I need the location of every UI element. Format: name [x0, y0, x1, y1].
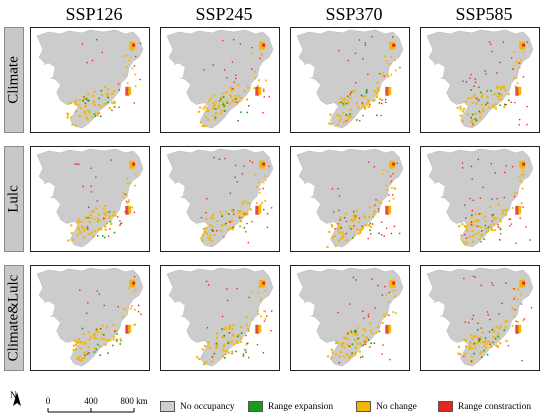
legend-label-range-constraction: Range constraction [458, 401, 532, 412]
map-panel-climate-lulc-ssp126 [30, 265, 150, 371]
map-panel-climate-ssp245 [160, 27, 280, 133]
legend-label-no-change: No change [376, 401, 417, 412]
row-label-lulc-text: Lulc [5, 185, 22, 213]
map-panel-climate-lulc-ssp585 [420, 265, 540, 371]
legend: No occupancy Range expansion No change R… [160, 401, 546, 415]
legend-item-range-constraction: Range constraction [438, 401, 531, 412]
map-panel-climate-lulc-ssp245 [160, 265, 280, 371]
scale-tick-400: 400 [84, 396, 98, 406]
map-panel-lulc-ssp126 [30, 146, 150, 252]
legend-item-no-occupancy: No occupancy [160, 401, 235, 412]
legend-item-no-change: No change [356, 401, 417, 412]
row-label-climate-text: Climate [5, 56, 22, 104]
legend-swatch-range-constraction [438, 401, 453, 412]
map-panel-lulc-ssp245 [160, 146, 280, 252]
column-header-ssp585: SSP585 [455, 4, 513, 24]
legend-swatch-no-occupancy [160, 401, 175, 412]
scale-bar: N 0 400 800 km [10, 390, 148, 413]
map-panel-climate-ssp585 [420, 27, 540, 133]
legend-swatch-no-change [356, 401, 371, 412]
row-label-climate: Climate [4, 27, 24, 133]
map-panel-lulc-ssp370 [290, 146, 410, 252]
legend-label-no-occupancy: No occupancy [180, 401, 235, 412]
north-arrow-icon: N [10, 390, 21, 406]
scale-tick-800: 800 km [120, 396, 147, 406]
column-header-ssp370: SSP370 [325, 4, 383, 24]
map-panel-climate-ssp126 [30, 27, 150, 133]
row-label-climate-lulc-text: Climate&Lulc [5, 274, 22, 362]
legend-label-range-expansion: Range expansion [268, 401, 334, 412]
north-label: N [10, 390, 17, 400]
scale-tick-0: 0 [46, 396, 51, 406]
column-header-ssp126: SSP126 [65, 4, 123, 24]
row-label-lulc: Lulc [4, 146, 24, 252]
column-header-ssp245: SSP245 [195, 4, 253, 24]
legend-item-range-expansion: Range expansion [248, 401, 333, 412]
row-label-climate-lulc: Climate&Lulc [4, 265, 24, 371]
map-panel-climate-lulc-ssp370 [290, 265, 410, 371]
legend-swatch-range-expansion [248, 401, 263, 412]
map-panel-lulc-ssp585 [420, 146, 540, 252]
map-panel-climate-ssp370 [290, 27, 410, 133]
